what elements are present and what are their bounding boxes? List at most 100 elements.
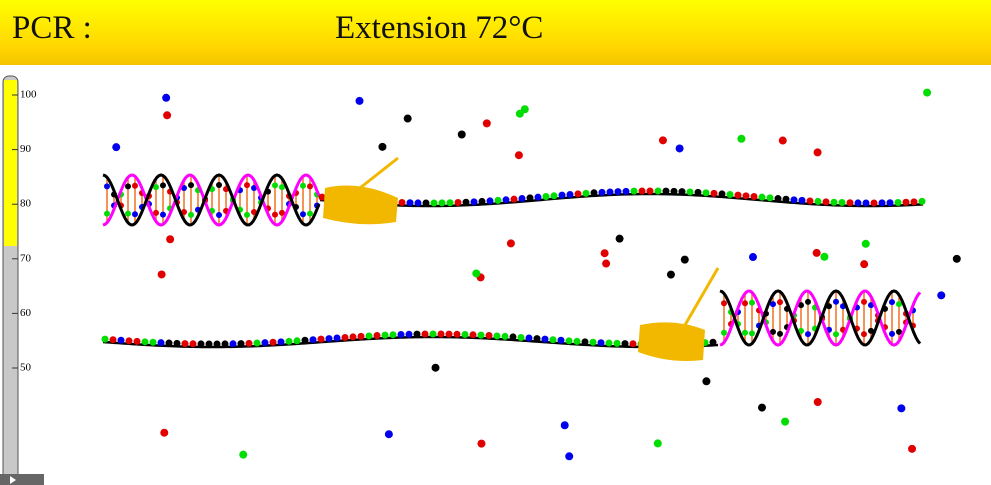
base <box>188 211 194 218</box>
base <box>453 330 461 338</box>
base <box>221 340 229 348</box>
base <box>216 182 222 188</box>
base <box>750 193 758 201</box>
base <box>758 193 766 201</box>
base <box>189 340 197 348</box>
nucleotide <box>861 239 870 248</box>
base <box>638 187 646 195</box>
base <box>742 192 750 200</box>
base <box>494 196 502 204</box>
nucleotide <box>431 363 440 372</box>
base <box>413 330 421 338</box>
base <box>606 188 614 196</box>
base <box>307 210 313 217</box>
nucleotide <box>384 430 393 439</box>
base <box>272 211 278 218</box>
nucleotide <box>565 452 574 461</box>
nucleotide <box>600 249 609 258</box>
base <box>854 199 862 207</box>
base <box>534 193 542 201</box>
base <box>910 198 918 206</box>
nucleotide <box>166 235 175 244</box>
nucleotide <box>813 397 822 406</box>
primer-pointer <box>683 267 720 326</box>
base <box>245 339 253 347</box>
base <box>721 329 727 336</box>
base <box>742 329 748 336</box>
base <box>550 192 558 200</box>
base <box>709 338 717 346</box>
base <box>589 338 597 346</box>
base <box>886 199 894 207</box>
nucleotide <box>908 444 917 453</box>
nucleotide <box>757 403 766 412</box>
base <box>621 340 629 348</box>
base <box>173 339 181 347</box>
base <box>694 188 702 196</box>
play-button[interactable] <box>0 474 44 485</box>
base <box>445 330 453 338</box>
base <box>646 187 654 195</box>
base <box>125 183 131 190</box>
play-icon[interactable] <box>10 476 16 484</box>
base <box>229 340 237 348</box>
base <box>710 189 718 197</box>
tick-label: 100 <box>20 89 37 101</box>
base <box>414 199 422 207</box>
nucleotide <box>666 270 675 279</box>
nucleotide <box>658 136 667 145</box>
nucleotide <box>378 142 387 151</box>
title: PCR : <box>12 10 92 46</box>
base <box>861 298 867 305</box>
base <box>365 332 373 340</box>
base <box>405 330 413 338</box>
base <box>798 327 804 334</box>
base <box>381 331 389 339</box>
strand <box>319 192 924 208</box>
base <box>101 335 109 343</box>
base <box>846 199 854 207</box>
base <box>870 199 878 207</box>
strand <box>719 289 922 347</box>
base <box>132 182 138 189</box>
strand <box>102 173 321 227</box>
base <box>868 302 874 309</box>
base <box>133 337 141 345</box>
base <box>517 333 525 341</box>
nucleotide <box>820 252 829 261</box>
nucleotide <box>514 151 523 160</box>
base <box>165 339 173 347</box>
base <box>622 187 630 195</box>
nucleotide <box>952 254 961 263</box>
base <box>742 300 748 307</box>
base <box>833 298 839 305</box>
base <box>573 337 581 345</box>
base <box>373 332 381 340</box>
base <box>272 182 278 189</box>
base <box>686 188 694 196</box>
base <box>581 338 589 346</box>
base <box>341 333 349 341</box>
base <box>477 331 485 339</box>
base <box>397 331 405 339</box>
base <box>896 328 902 335</box>
nucleotide <box>702 377 711 386</box>
base <box>300 211 306 218</box>
base <box>251 185 257 192</box>
base <box>654 187 662 195</box>
base <box>918 197 926 205</box>
base <box>861 331 867 338</box>
nucleotide <box>506 239 515 248</box>
polymerase <box>638 322 705 361</box>
base <box>501 332 509 340</box>
base <box>598 188 606 196</box>
base <box>896 301 902 308</box>
base <box>125 337 133 345</box>
base <box>317 335 325 343</box>
base <box>525 334 533 342</box>
base <box>462 198 470 206</box>
base <box>429 330 437 338</box>
base <box>541 335 549 343</box>
